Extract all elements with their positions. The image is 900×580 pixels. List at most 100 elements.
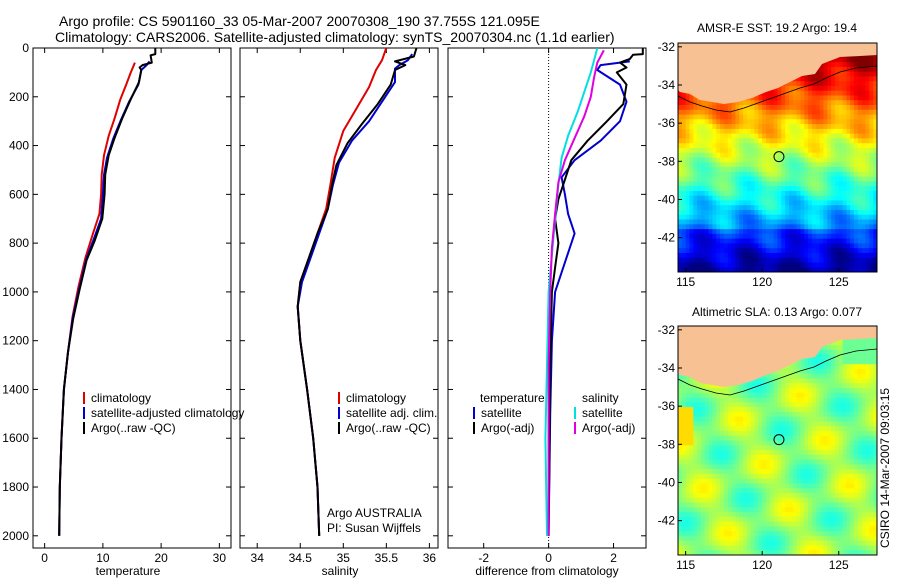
heatmap-cell <box>746 124 752 130</box>
heatmap-cell <box>773 252 779 259</box>
heatmap-cell <box>846 176 851 182</box>
heatmap-cell <box>781 200 786 206</box>
heatmap-cell <box>731 109 737 116</box>
heatmap-cell <box>735 128 740 135</box>
heatmap-cell <box>681 493 687 499</box>
heatmap-cell <box>804 76 809 82</box>
heatmap-cell <box>781 143 786 149</box>
heatmap-cell <box>681 210 687 216</box>
heatmap-cell <box>873 66 877 73</box>
heatmap-cell <box>727 411 733 418</box>
heatmap-cell <box>857 368 863 375</box>
heatmap-cell <box>781 124 786 130</box>
heatmap-cell <box>727 267 733 272</box>
heatmap-cell <box>785 119 790 125</box>
heatmap-cell <box>819 550 825 555</box>
heatmap-cell <box>689 257 694 264</box>
heatmap-cell <box>712 262 717 268</box>
heatmap-cell <box>792 450 798 456</box>
heatmap-cell <box>678 464 683 470</box>
heatmap-cell <box>842 421 848 427</box>
heatmap-cell <box>769 267 775 272</box>
heatmap-cell <box>678 440 683 446</box>
heatmap-cell <box>701 105 706 111</box>
heatmap-cell <box>815 119 821 125</box>
heatmap-cell <box>704 497 710 504</box>
heatmap-cell <box>865 224 870 230</box>
heatmap-cell <box>701 190 706 197</box>
heatmap-cell <box>815 364 821 370</box>
heatmap-cell <box>746 478 752 485</box>
heatmap-cell <box>754 114 759 120</box>
heatmap-cell <box>754 454 759 461</box>
header-line2: Climatology: CARS2006. Satellite-adjuste… <box>55 29 615 45</box>
heatmap-cell <box>693 435 698 442</box>
heatmap-cell <box>850 267 855 272</box>
heatmap-cell <box>746 483 752 489</box>
heatmap-cell <box>708 171 714 178</box>
heatmap-cell <box>762 378 767 384</box>
heatmap-cell <box>865 71 870 77</box>
heatmap-cell <box>789 550 794 555</box>
heatmap-cell <box>831 349 836 356</box>
heatmap-cell <box>743 464 748 470</box>
heatmap-cell <box>831 459 836 465</box>
heatmap-cell <box>861 349 867 356</box>
heatmap-cell <box>873 95 877 101</box>
sla-map-panel: Altimetric SLA: 0.13 Argo: 0.077 115 120 1… <box>658 305 878 572</box>
heatmap-cell <box>827 162 832 168</box>
heatmap-cell <box>769 550 775 555</box>
heatmap-cell <box>834 138 840 144</box>
heatmap-cell <box>823 248 828 254</box>
heatmap-cell <box>842 402 848 408</box>
heatmap-cell <box>758 114 763 120</box>
heatmap-cell <box>731 478 737 485</box>
heatmap-cell <box>754 540 759 547</box>
sst-map-panel: AMSR-E SST: 19.2 Argo: 19.4 115 120 125-32… <box>658 21 878 289</box>
heatmap-cell <box>808 407 813 413</box>
heatmap-cell <box>792 431 798 437</box>
heatmap-cell <box>846 95 851 101</box>
heatmap-cell <box>808 81 813 87</box>
heatmap-cell <box>834 340 840 346</box>
map-x-tick-label: 120 <box>752 275 772 289</box>
heatmap-cell <box>811 138 817 144</box>
heatmap-cell <box>743 262 748 268</box>
heatmap-cell <box>796 454 802 461</box>
heatmap-cell <box>758 224 763 230</box>
heatmap-cell <box>735 445 740 451</box>
heatmap-cell <box>762 119 767 125</box>
heatmap-cell <box>720 224 725 230</box>
heatmap-cell <box>857 90 863 97</box>
heatmap-cell <box>773 512 779 518</box>
heatmap-cell <box>823 378 828 384</box>
heatmap-cell <box>781 109 786 116</box>
heatmap-cell <box>689 512 694 518</box>
heatmap-cell <box>681 171 687 178</box>
heatmap-cell <box>831 545 836 551</box>
heatmap-cell <box>727 435 733 442</box>
heatmap-cell <box>735 109 740 116</box>
heatmap-cell <box>819 535 825 542</box>
temperature-legend-climatology: climatology <box>91 391 151 405</box>
heatmap-cell <box>739 464 744 470</box>
heatmap-cell <box>846 210 851 216</box>
heatmap-cell <box>789 464 794 470</box>
heatmap-cell <box>766 493 771 499</box>
heatmap-cell <box>685 195 691 202</box>
heatmap-cell <box>750 497 756 504</box>
heatmap-cell <box>758 171 763 178</box>
heatmap-cell <box>716 473 721 480</box>
heatmap-cell <box>766 407 771 413</box>
heatmap-cell <box>720 257 725 264</box>
heatmap-cell <box>723 186 729 192</box>
heatmap-cell <box>758 233 763 240</box>
heatmap-cell <box>678 483 683 489</box>
heatmap-cell <box>777 392 782 399</box>
heatmap-cell <box>735 224 740 230</box>
heatmap-cell <box>827 124 832 130</box>
heatmap-cell <box>834 233 840 240</box>
heatmap-cell <box>838 383 844 389</box>
heatmap-cell <box>769 397 775 403</box>
heatmap-cell <box>693 176 698 182</box>
